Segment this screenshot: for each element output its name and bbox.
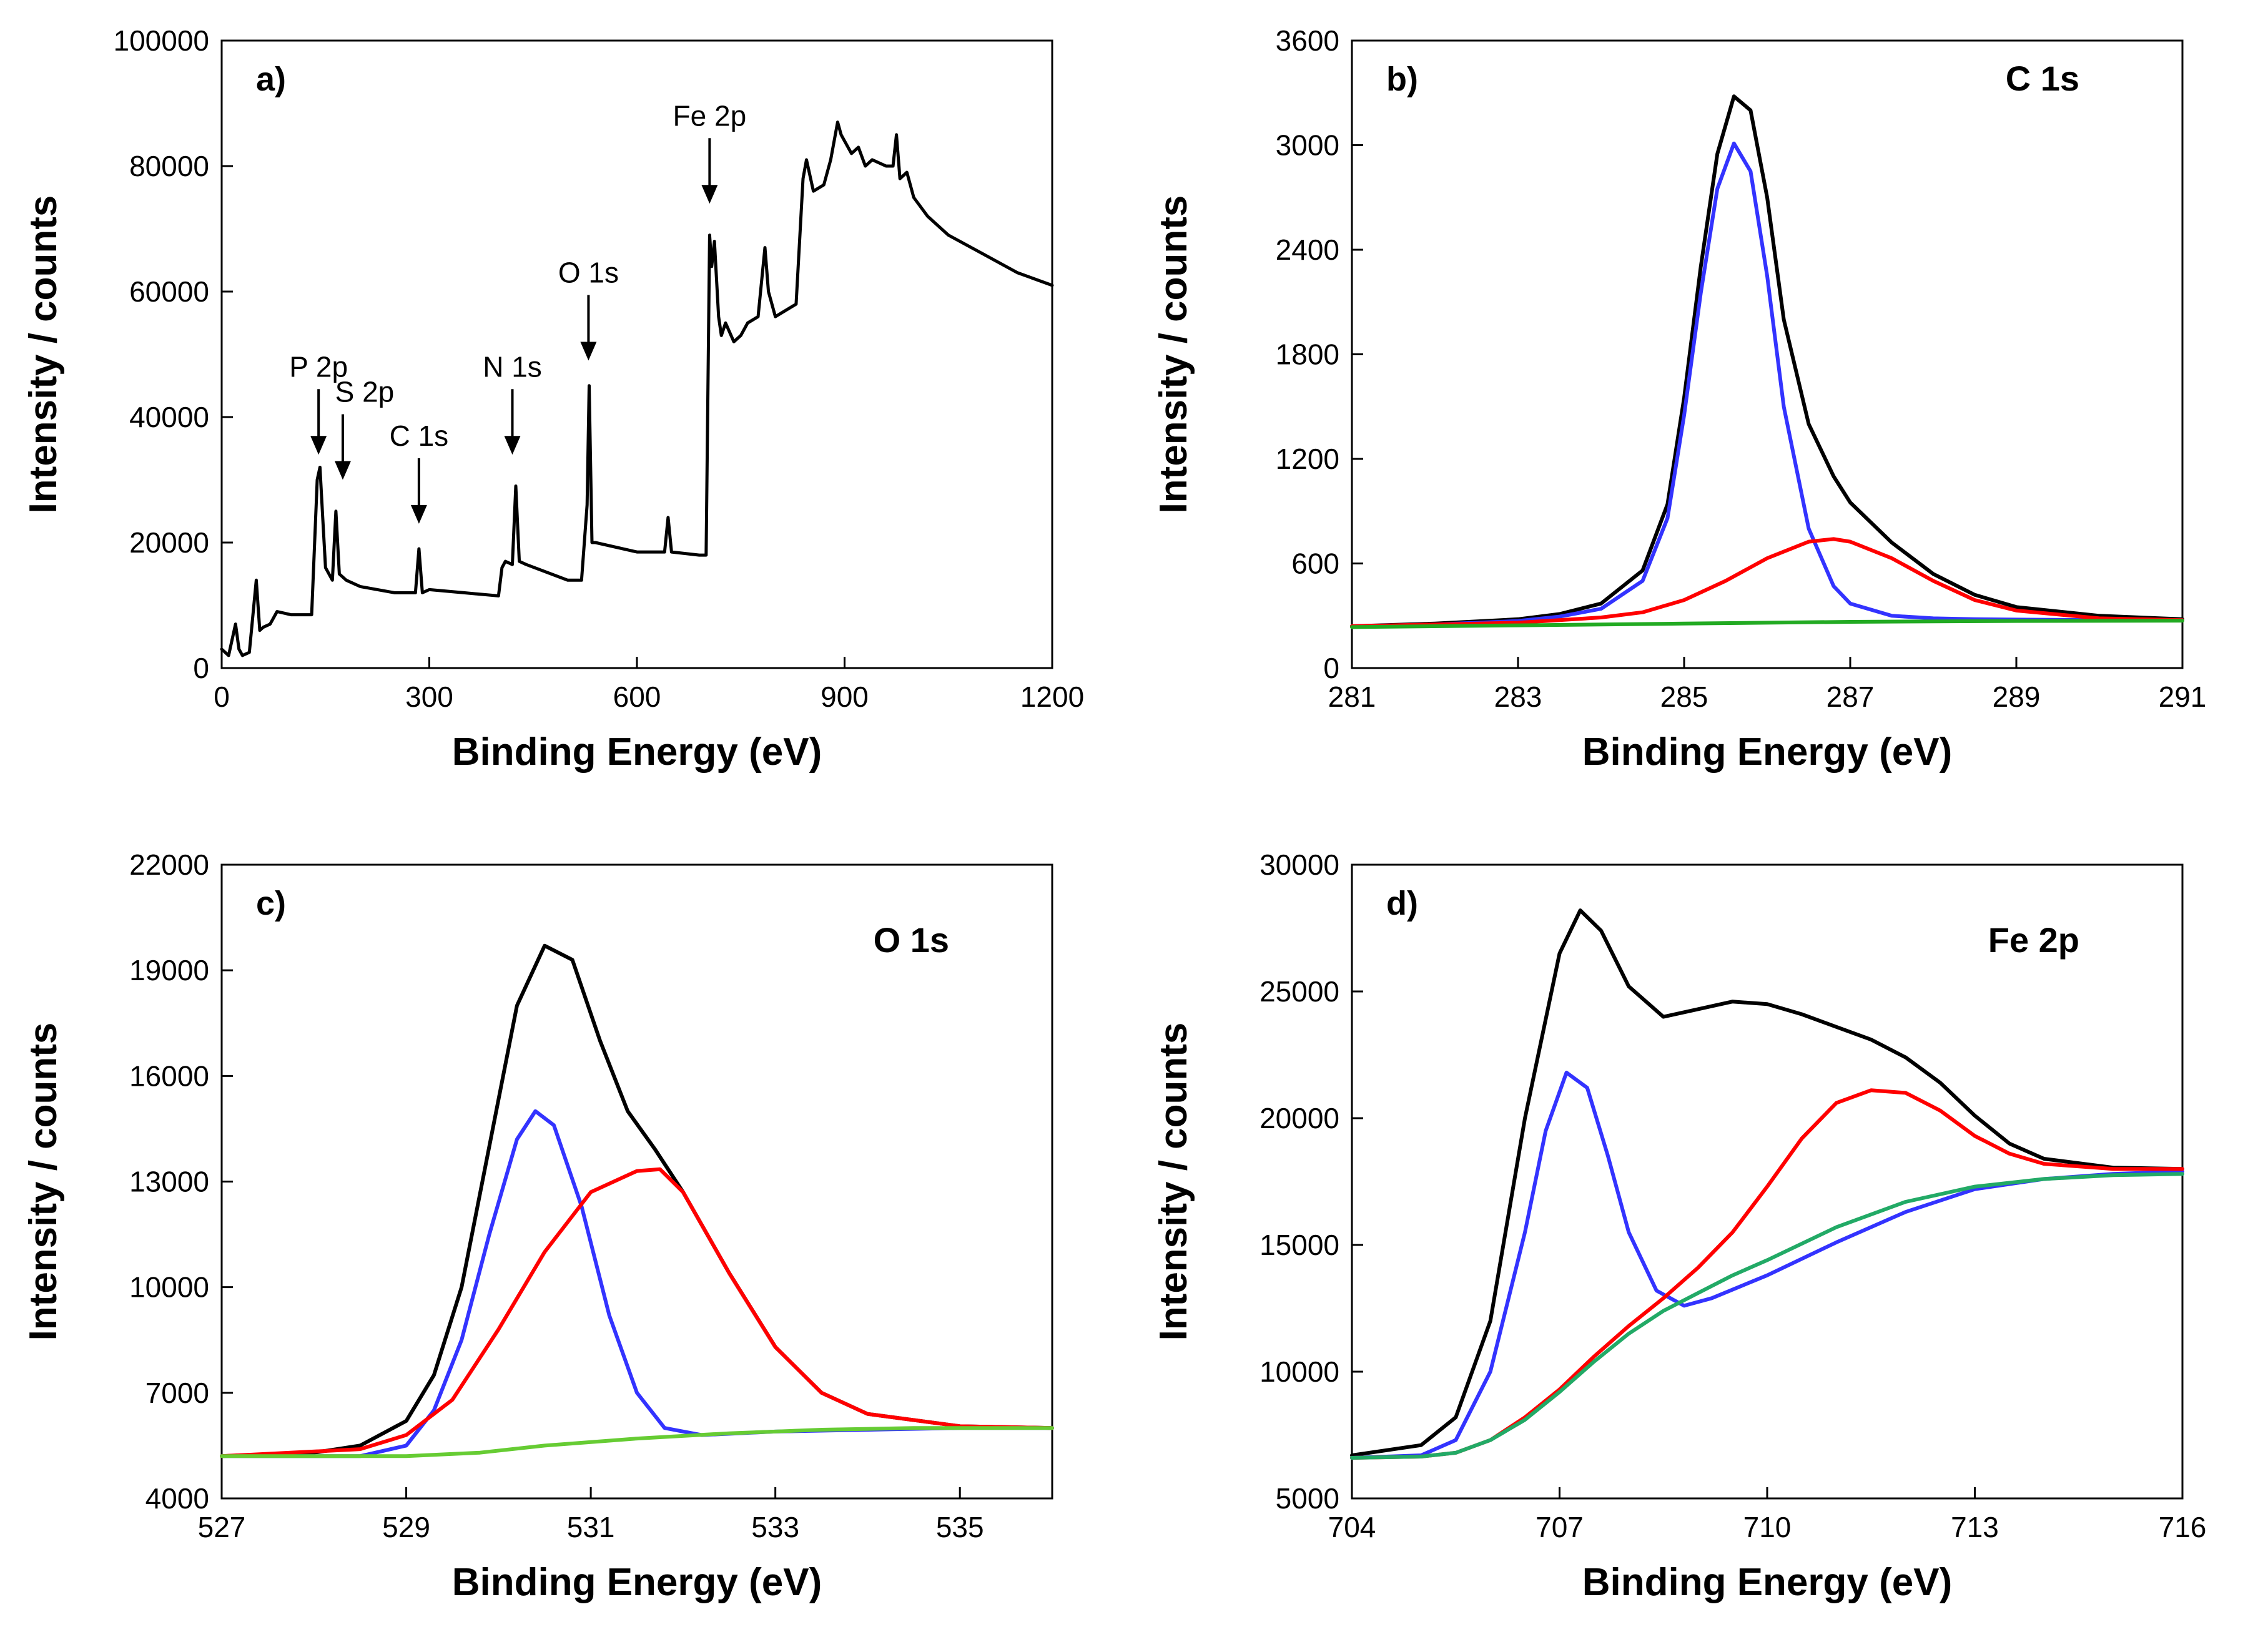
- y-tick-label: 2400: [1276, 234, 1339, 266]
- y-tick-label: 22000: [129, 848, 209, 881]
- y-tick-label: 600: [1291, 548, 1339, 580]
- series-line-baseline: [1350, 1172, 2184, 1460]
- peak-label: P 2p: [289, 350, 348, 383]
- y-axis-title: Intensity / counts: [22, 195, 65, 514]
- y-tick-label: 4000: [145, 1482, 209, 1515]
- y-tick-label: 3600: [1276, 24, 1339, 57]
- y-tick-label: 100000: [114, 24, 210, 57]
- series-line-component-1: [1350, 141, 2184, 628]
- peak-label: O 1s: [558, 257, 619, 289]
- x-tick-label: 707: [1536, 1511, 1584, 1543]
- peak-arrowhead: [504, 436, 521, 455]
- y-tick-label: 7000: [145, 1377, 209, 1409]
- x-tick-label: 289: [1993, 681, 2041, 713]
- y-axis-title: Intensity / counts: [1152, 1023, 1195, 1341]
- series-line-baseline: [1350, 619, 2184, 629]
- x-tick-label: 600: [613, 681, 661, 713]
- y-tick-label: 0: [1323, 652, 1339, 684]
- x-tick-label: 283: [1494, 681, 1542, 713]
- y-tick-label: 30000: [1260, 848, 1339, 881]
- peak-label: C 1s: [390, 420, 449, 452]
- y-tick-label: 80000: [129, 150, 209, 182]
- x-tick-label: 1200: [1020, 681, 1084, 713]
- chart-panel-c: 527 529 531 533 535 4000 7000 10000 13000 16000 19…: [22, 848, 1054, 1604]
- y-tick-label: 3000: [1276, 129, 1339, 162]
- series-line-component-1: [1350, 1070, 2184, 1460]
- core-level-title: C 1s: [2006, 59, 2079, 98]
- x-tick-label: 704: [1328, 1511, 1376, 1543]
- series-line-envelope: [1350, 94, 2184, 628]
- y-tick-label: 19000: [129, 954, 209, 986]
- x-tick-label: 285: [1660, 681, 1708, 713]
- y-tick-label: 60000: [129, 275, 209, 308]
- x-tick-label: 535: [936, 1511, 984, 1543]
- x-tick-label: 287: [1826, 681, 1875, 713]
- panel-label: a): [256, 61, 286, 98]
- peak-arrowhead: [310, 436, 327, 455]
- peak-label: S 2p: [335, 376, 395, 408]
- y-tick-label: 13000: [129, 1166, 209, 1198]
- peak-arrowhead: [580, 342, 597, 361]
- x-tick-label: 900: [821, 681, 869, 713]
- y-axis-title: Intensity / counts: [1152, 195, 1195, 514]
- x-tick-label: 300: [405, 681, 453, 713]
- core-level-title: Fe 2p: [1988, 920, 2079, 960]
- panel-label: b): [1386, 61, 1418, 98]
- peak-arrowhead: [334, 461, 351, 480]
- y-tick-label: 5000: [1276, 1482, 1339, 1515]
- y-tick-label: 1200: [1276, 443, 1339, 475]
- x-tick-label: 531: [567, 1511, 615, 1543]
- chart-panel-a: 0 300 600 900 1200 0 20000 40000 60000 80000 10000…: [22, 24, 1084, 774]
- y-tick-label: 1800: [1276, 338, 1339, 371]
- x-tick-label: 527: [198, 1511, 246, 1543]
- plot-frame-c: [220, 863, 1053, 1500]
- series-line-envelope: [1350, 908, 2184, 1457]
- y-tick-label: 25000: [1260, 975, 1339, 1008]
- y-tick-label: 20000: [129, 526, 209, 559]
- y-tick-label: 0: [193, 652, 209, 684]
- x-tick-label: 281: [1328, 681, 1376, 713]
- x-axis-title: Binding Energy (eV): [452, 730, 822, 774]
- panel-label: d): [1386, 885, 1418, 922]
- x-tick-label: 291: [2159, 681, 2207, 713]
- peak-label: N 1s: [483, 350, 542, 383]
- series-line-component-2: [220, 1167, 1054, 1458]
- y-tick-label: 20000: [1260, 1102, 1339, 1134]
- plot-frame-b: [1351, 39, 2184, 669]
- series-line-survey: [220, 120, 1054, 657]
- chart-panel-d: 704 707 710 713 716 5000 10000 15000 20000 25000 3…: [1152, 848, 2206, 1604]
- series-line-component-1: [220, 1109, 1054, 1458]
- peak-arrowhead: [701, 185, 718, 204]
- x-tick-label: 716: [2159, 1511, 2207, 1543]
- y-tick-label: 10000: [1260, 1355, 1339, 1388]
- x-axis-title: Binding Energy (eV): [1582, 1561, 1952, 1604]
- plot-frame-d: [1351, 863, 2184, 1500]
- x-tick-label: 0: [214, 681, 230, 713]
- series-line-envelope: [220, 943, 1054, 1458]
- x-tick-label: 710: [1743, 1511, 1792, 1543]
- series-line-baseline: [220, 1426, 1054, 1458]
- y-axis-title: Intensity / counts: [22, 1023, 65, 1341]
- x-tick-label: 533: [751, 1511, 799, 1543]
- y-tick-label: 40000: [129, 401, 209, 433]
- x-tick-label: 713: [1951, 1511, 1999, 1543]
- core-level-title: O 1s: [874, 920, 949, 960]
- peak-arrowhead: [410, 504, 427, 524]
- y-tick-label: 15000: [1260, 1229, 1339, 1261]
- peak-label: Fe 2p: [673, 99, 747, 132]
- series-line-component-2: [1350, 537, 2184, 628]
- x-axis-title: Binding Energy (eV): [1582, 730, 1952, 774]
- y-tick-label: 16000: [129, 1060, 209, 1092]
- panel-label: c): [256, 885, 286, 922]
- chart-panel-b: 281 283 285 287 289 291 0 600 1200 1800 2400 3000 36…: [1152, 24, 2206, 774]
- x-tick-label: 529: [382, 1511, 430, 1543]
- x-axis-title: Binding Energy (eV): [452, 1561, 822, 1604]
- y-tick-label: 10000: [129, 1271, 209, 1304]
